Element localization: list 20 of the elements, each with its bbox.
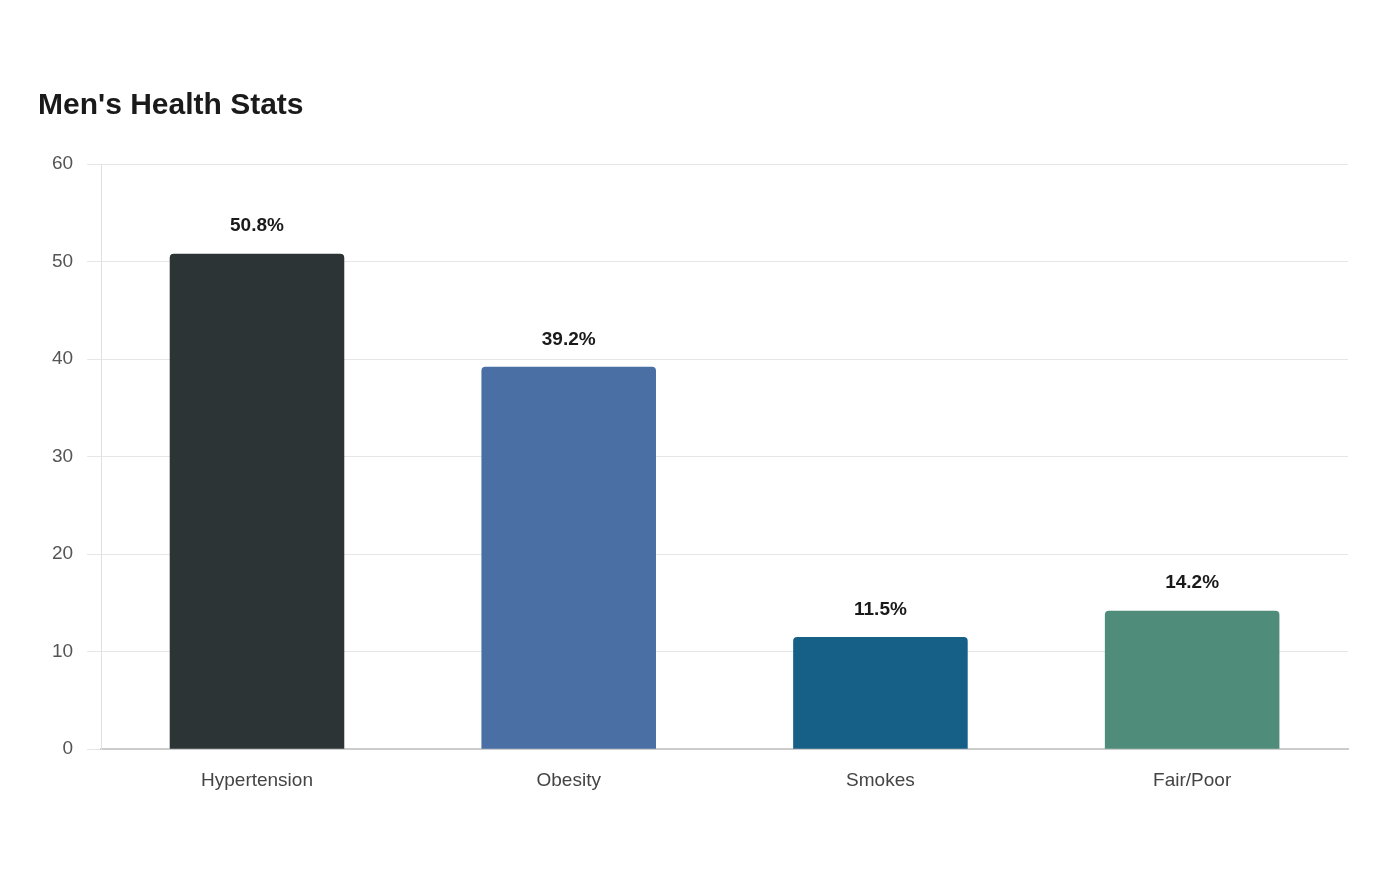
bar xyxy=(793,637,968,749)
y-tick-label: 10 xyxy=(51,639,74,661)
x-tick-label: Smokes xyxy=(846,768,915,790)
data-label: 50.8% xyxy=(230,214,285,236)
y-tick-label: 50 xyxy=(51,249,74,271)
chart-title: Men's Health Stats xyxy=(38,87,304,121)
data-label: 39.2% xyxy=(541,327,596,349)
y-tick-label: 20 xyxy=(51,542,74,564)
x-tick-label: Fair/Poor xyxy=(1153,768,1232,790)
y-tick-label: 40 xyxy=(51,347,74,369)
y-tick-label: 60 xyxy=(51,152,74,174)
data-label: 14.2% xyxy=(1165,571,1220,593)
bar xyxy=(481,366,656,749)
x-tick-label: Obesity xyxy=(536,768,602,790)
y-tick-label: 0 xyxy=(62,737,74,759)
y-tick-label: 30 xyxy=(51,444,74,466)
x-tick-label: Hypertension xyxy=(201,768,313,790)
data-label: 11.5% xyxy=(854,597,907,619)
bar xyxy=(1104,610,1280,749)
bar xyxy=(169,253,345,749)
